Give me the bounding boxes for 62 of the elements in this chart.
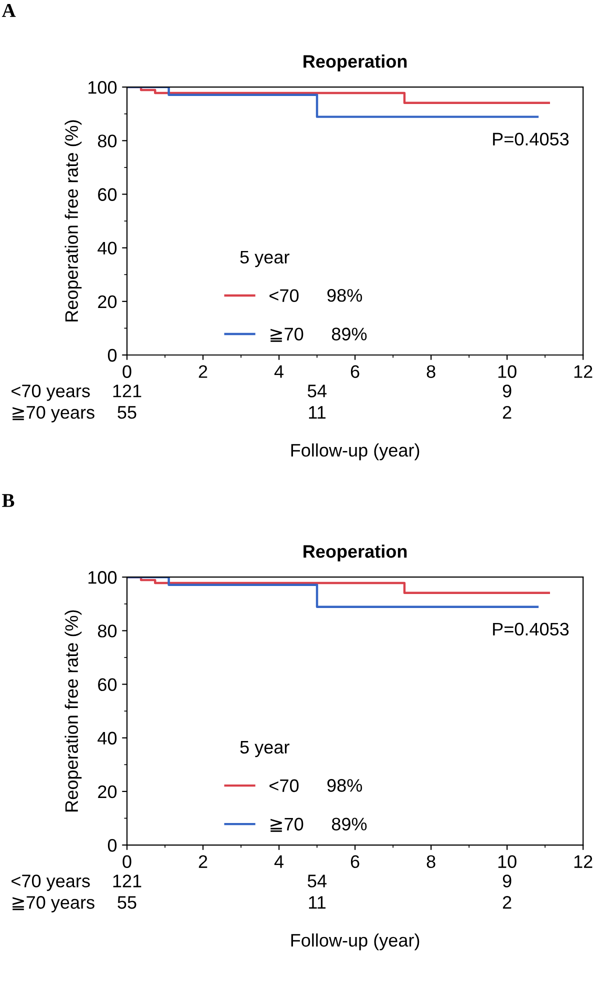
y-tick-label: 60 [98,188,117,201]
text: A [2,4,16,17]
text: B [2,494,14,507]
x-tick-label: 10 [498,855,516,868]
y-axis-title: Reoperation free rate (%) [64,610,82,812]
x-tick-label: 2 [198,855,208,868]
x-tick-label: 0 [122,855,132,868]
annotation: P=0.4053 [493,622,569,636]
legend-label: ≧70 [270,818,304,832]
legend-label: ≧70 [270,328,304,342]
y-tick-label: 20 [98,295,117,308]
x-tick-label: 6 [350,365,360,378]
text: ≧70 years [12,896,94,912]
y-axis-title: Reoperation free rate (%) [64,120,82,322]
x-tick-label: 2 [198,365,208,378]
text: 54 [308,874,327,888]
text: 11 [309,896,326,909]
text: ≧70 years [12,406,94,422]
x-axis-title: Follow-up (year) [291,933,420,950]
legend-title: 5 year [240,740,290,758]
text: <70 years [12,384,90,401]
y-tick-label: 40 [98,242,117,255]
chart-title: Reoperation [304,54,407,72]
x-tick-label: 12 [574,855,592,868]
annotation: 98% [327,779,362,792]
y-tick-label: 80 [98,134,117,148]
text: 121 [113,874,142,888]
x-tick-label: 0 [122,365,132,378]
chart-title: Reoperation [304,544,407,562]
legend-label: <70 [270,289,299,302]
x-tick-label: 8 [426,365,436,378]
y-tick-label: 80 [98,624,117,638]
y-tick-label: 60 [98,678,117,691]
y-tick-label: 100 [88,81,117,94]
y-tick-label: 100 [88,571,117,584]
text: 54 [308,384,327,398]
text: <70 years [12,874,90,891]
x-tick-label: 4 [274,855,284,868]
text: 55 [118,406,136,419]
x-axis-title: Follow-up (year) [291,443,420,460]
y-tick-label: 0 [108,348,117,362]
annotation: P=0.4053 [493,132,569,146]
y-tick-label: 0 [108,838,117,852]
annotation: 98% [327,288,362,302]
legend-title: 5 year [240,250,290,268]
annotation: 89% [332,328,367,340]
text: 2 [502,896,512,909]
text: 55 [118,896,136,909]
text: 2 [502,406,512,419]
text: 121 [113,384,142,398]
text: 9 [502,384,512,398]
x-tick-label: 4 [274,365,284,378]
annotation: 89% [332,818,367,830]
x-tick-label: 10 [498,365,516,378]
text: 9 [502,874,512,888]
y-tick-label: 20 [98,785,117,798]
legend-label: <70 [270,779,299,792]
y-tick-label: 40 [98,732,117,745]
x-tick-label: 12 [574,365,592,378]
x-tick-label: 6 [350,855,360,868]
text: 11 [309,406,326,419]
x-tick-label: 8 [426,855,436,868]
